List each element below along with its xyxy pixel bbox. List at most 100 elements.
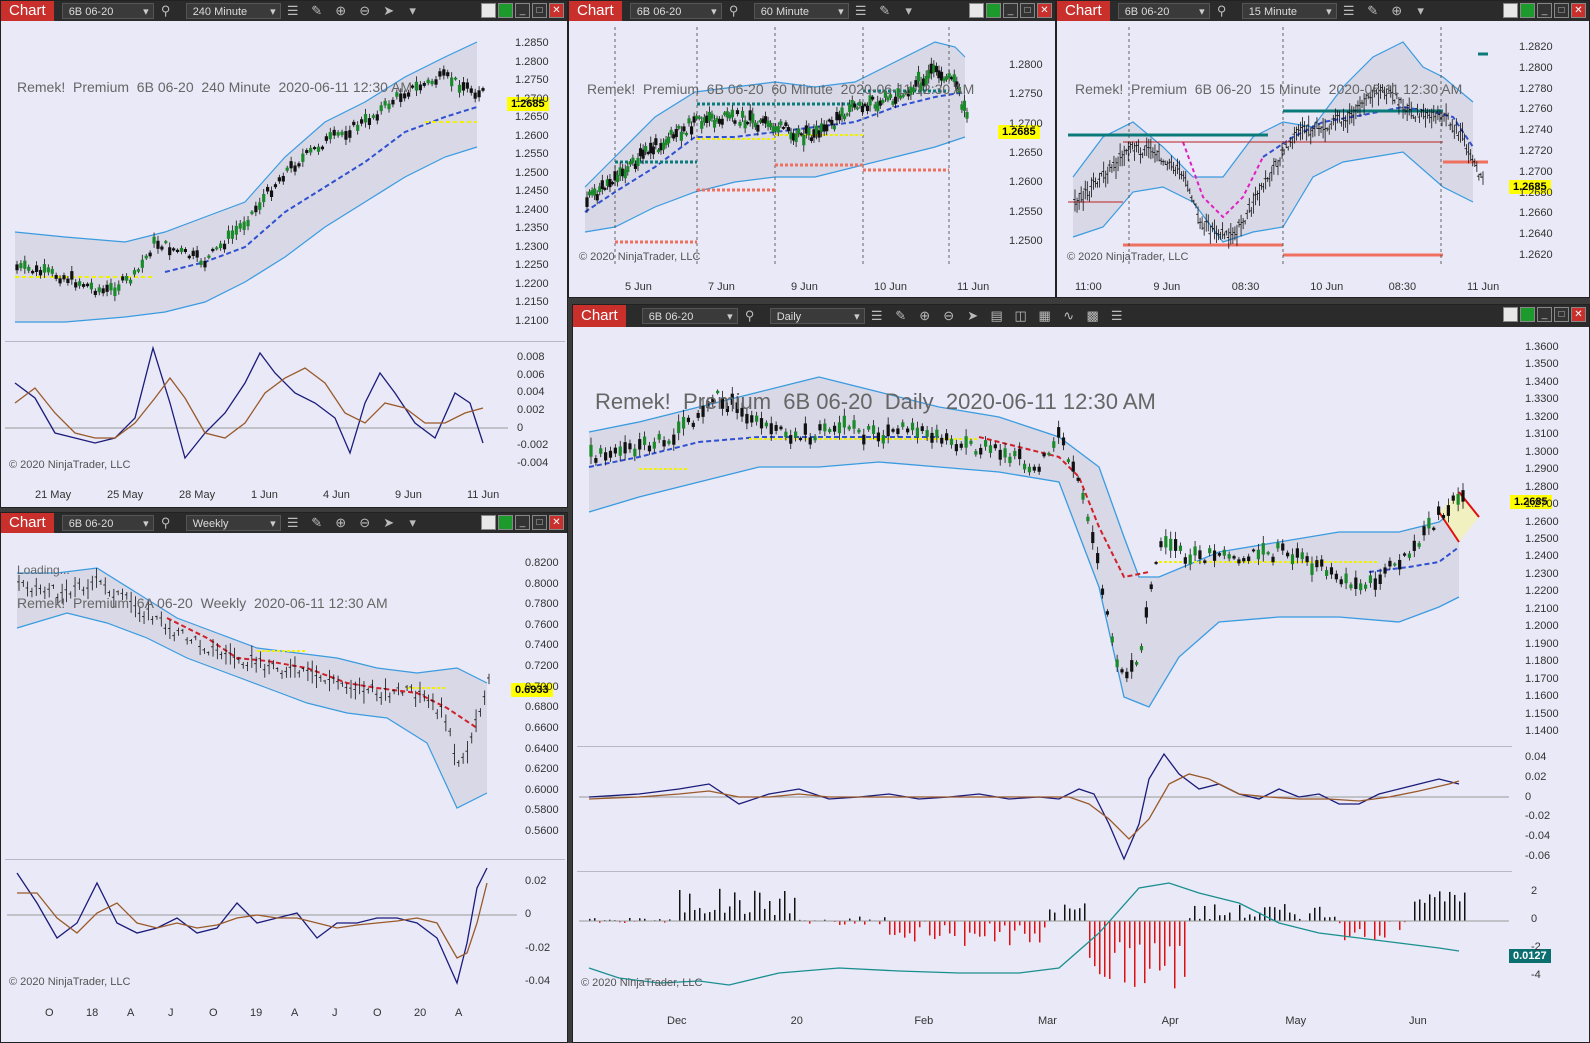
oscillator-panel[interactable] <box>5 343 508 477</box>
candle-body <box>1018 448 1022 460</box>
minimize-button[interactable]: _ <box>1003 3 1018 18</box>
zoom-out-icon[interactable]: ⊖ <box>943 308 955 323</box>
candle-body <box>1071 461 1075 472</box>
chevron-down-icon[interactable]: ▾ <box>409 3 416 18</box>
close-button[interactable]: ✕ <box>1037 3 1052 18</box>
price-panel[interactable]: Remek! Premium 6B 06-20 240 Minute 2020-… <box>5 27 508 339</box>
period-selector[interactable]: Daily <box>769 308 865 325</box>
pointer-icon[interactable]: ➤ <box>383 3 395 18</box>
close-button[interactable]: ✕ <box>549 515 564 530</box>
candle-body <box>203 260 207 268</box>
instrument-selector[interactable]: 6B 06-20 <box>61 3 154 20</box>
color-link-button[interactable] <box>1520 307 1535 322</box>
candle-body <box>1086 516 1090 522</box>
instrument-selector[interactable]: 6B 06-20 <box>641 308 738 325</box>
color-link-button[interactable] <box>498 515 513 530</box>
chart-menu-button[interactable]: Chart <box>569 1 622 21</box>
search-icon[interactable]: ⚲ <box>160 3 171 18</box>
maximize-button[interactable]: □ <box>1554 3 1569 18</box>
link-window-button[interactable] <box>1503 307 1518 322</box>
list-icon[interactable]: ☰ <box>1110 308 1123 323</box>
price-panel[interactable]: Remek! Premium 6B 06-20 15 Minute 2020-0… <box>1063 27 1507 267</box>
link-window-button[interactable] <box>969 3 984 18</box>
chart-menu-button[interactable]: Chart <box>1 513 54 533</box>
candle-body <box>647 445 652 452</box>
oscillator-panel[interactable] <box>579 749 1509 867</box>
chart-menu-button[interactable]: Chart <box>1057 1 1110 21</box>
pointer-icon[interactable]: ➤ <box>383 515 395 530</box>
axis-tick-label: 0.006 <box>517 368 545 381</box>
bar-type-icon[interactable]: ☰ <box>854 3 867 18</box>
drawing-tool-icon[interactable]: ✎ <box>879 3 891 18</box>
color-link-button[interactable] <box>986 3 1001 18</box>
zoom-in-icon[interactable]: ⊕ <box>335 515 347 530</box>
candle-body <box>113 287 117 296</box>
maximize-button[interactable]: □ <box>532 515 547 530</box>
drawing-tool-icon[interactable]: ✎ <box>1367 3 1379 18</box>
chevron-down-icon[interactable]: ▾ <box>905 3 912 18</box>
color-link-button[interactable] <box>1520 3 1535 18</box>
candle-body <box>638 148 643 157</box>
minimize-button[interactable]: _ <box>515 515 530 530</box>
candle-body <box>164 241 168 244</box>
zoom-in-icon[interactable]: ⊕ <box>335 3 347 18</box>
bar-type-icon[interactable]: ☰ <box>1342 3 1355 18</box>
candle-body <box>273 184 278 188</box>
oscillator-panel[interactable] <box>7 863 517 993</box>
minimize-button[interactable]: _ <box>1537 307 1552 322</box>
bar-type-icon[interactable]: ☰ <box>286 3 299 18</box>
chart-menu-button[interactable]: Chart <box>573 305 626 327</box>
bar-type-icon[interactable]: ☰ <box>286 515 299 530</box>
instrument-selector[interactable]: 6B 06-20 <box>629 3 722 20</box>
minimize-button[interactable]: _ <box>515 3 530 18</box>
search-icon[interactable]: ⚲ <box>728 3 739 18</box>
period-selector[interactable]: 240 Minute <box>185 3 281 20</box>
data-box-icon[interactable]: ▤ <box>990 308 1003 323</box>
zoom-in-icon[interactable]: ⊕ <box>919 308 931 323</box>
indicators-icon[interactable]: ▦ <box>1038 308 1051 323</box>
price-panel[interactable]: Loading... Remek! Premium 6A 06-20 Weekl… <box>7 543 517 857</box>
search-icon[interactable]: ⚲ <box>744 308 755 323</box>
chevron-down-icon[interactable]: ▾ <box>409 515 416 530</box>
zoom-out-icon[interactable]: ⊖ <box>359 515 371 530</box>
drawing-tool-icon[interactable]: ✎ <box>311 515 323 530</box>
link-window-button[interactable] <box>481 3 496 18</box>
close-button[interactable]: ✕ <box>549 3 564 18</box>
strategies-icon[interactable]: ∿ <box>1063 308 1075 323</box>
bar-type-icon[interactable]: ☰ <box>870 308 883 323</box>
templates-icon[interactable]: ▩ <box>1086 308 1099 323</box>
candle-body <box>954 444 958 452</box>
period-selector[interactable]: 15 Minute <box>1241 3 1337 20</box>
zoom-out-icon[interactable]: ⊖ <box>359 3 371 18</box>
histogram-bar <box>714 909 716 921</box>
color-link-button[interactable] <box>498 3 513 18</box>
candle-body <box>1105 611 1109 615</box>
price-panel[interactable]: Remek! Premium 6B 06-20 60 Minute 2020-0… <box>575 27 997 267</box>
chart-menu-button[interactable]: Chart <box>1 1 54 21</box>
zoom-in-icon[interactable]: ⊕ <box>1391 3 1403 18</box>
period-selector[interactable]: Weekly <box>185 515 281 532</box>
pointer-icon[interactable]: ➤ <box>967 308 979 323</box>
minimize-button[interactable]: _ <box>1537 3 1552 18</box>
instrument-selector[interactable]: 6B 06-20 <box>61 515 154 532</box>
period-selector[interactable]: 60 Minute <box>753 3 849 20</box>
link-window-button[interactable] <box>1503 3 1518 18</box>
drawing-tool-icon[interactable]: ✎ <box>895 308 907 323</box>
oscillator-plot <box>7 867 517 985</box>
maximize-button[interactable]: □ <box>1554 307 1569 322</box>
drawing-tool-icon[interactable]: ✎ <box>311 3 323 18</box>
search-icon[interactable]: ⚲ <box>160 515 171 530</box>
price-panel[interactable]: Remek! Premium 6B 06-20 Daily 2020-06-11… <box>579 337 1509 745</box>
maximize-button[interactable]: □ <box>1020 3 1035 18</box>
close-button[interactable]: ✕ <box>1571 307 1586 322</box>
candle-body <box>945 433 949 441</box>
properties-icon[interactable]: ◫ <box>1014 308 1027 323</box>
chevron-down-icon[interactable]: ▾ <box>1417 3 1424 18</box>
link-window-button[interactable] <box>481 515 496 530</box>
candle-body <box>363 113 368 123</box>
search-icon[interactable]: ⚲ <box>1216 3 1227 18</box>
histogram-panel[interactable]: © 2020 NinjaTrader, LLC <box>579 873 1509 1003</box>
close-button[interactable]: ✕ <box>1571 3 1586 18</box>
instrument-selector[interactable]: 6B 06-20 <box>1117 3 1210 20</box>
maximize-button[interactable]: □ <box>532 3 547 18</box>
